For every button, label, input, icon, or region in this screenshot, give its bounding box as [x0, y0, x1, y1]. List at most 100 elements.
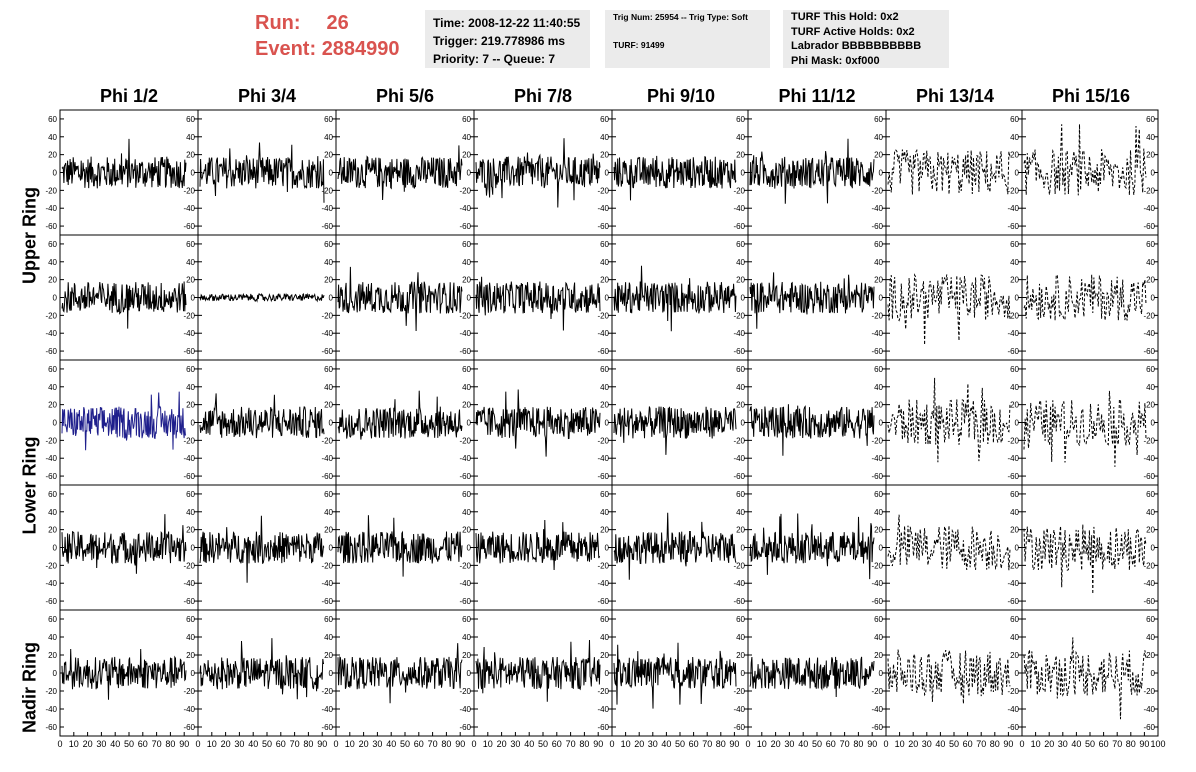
waveform-trace — [61, 648, 187, 700]
y-tick-label: 0 — [53, 169, 58, 178]
y-tick-label: 0 — [879, 419, 884, 428]
waveform-trace — [749, 404, 875, 456]
waveform-trace — [749, 138, 875, 204]
y-tick-label: -40 — [183, 454, 195, 463]
y-tick-label: 20 — [324, 526, 333, 535]
y-tick-label: 60 — [600, 240, 609, 249]
panel-frame — [885, 109, 1023, 236]
x-tick-label: 10 — [207, 739, 217, 749]
y-tick-label: 20 — [874, 151, 883, 160]
x-tick-label: 60 — [552, 739, 562, 749]
y-tick-label: -20 — [597, 186, 609, 195]
y-tick-label: -20 — [45, 186, 57, 195]
y-tick-label: 60 — [462, 490, 471, 499]
waveform-trace — [1023, 390, 1147, 467]
y-tick-label: -40 — [1143, 204, 1155, 213]
x-tick-label: 30 — [922, 739, 932, 749]
y-tick-label: -60 — [733, 723, 745, 732]
x-tick-label: 50 — [675, 739, 685, 749]
y-tick-label: 0 — [53, 669, 58, 678]
y-tick-label: 60 — [736, 115, 745, 124]
y-tick-label: 0 — [1015, 169, 1020, 178]
y-tick-label: 60 — [1010, 115, 1019, 124]
y-tick-label: -20 — [733, 436, 745, 445]
y-tick-label: -60 — [321, 347, 333, 356]
y-tick-label: 40 — [48, 633, 57, 642]
waveform-trace — [337, 266, 463, 332]
y-tick-label: -60 — [321, 723, 333, 732]
y-tick-label: 40 — [186, 258, 195, 267]
y-tick-label: -40 — [733, 204, 745, 213]
y-tick-label: 0 — [605, 294, 610, 303]
y-tick-label: -60 — [1007, 723, 1019, 732]
y-tick-label: 20 — [1146, 526, 1155, 535]
y-tick-label: 20 — [186, 151, 195, 160]
y-tick-label: 40 — [48, 508, 57, 517]
y-tick-label: 0 — [741, 169, 746, 178]
y-tick-label: 40 — [324, 383, 333, 392]
y-tick-label: 40 — [186, 633, 195, 642]
trigger-text: Trigger: 219.778986 ms — [433, 34, 566, 48]
waveform-panel: 60 40 20 0 -20 -40 -60 — [885, 234, 1023, 361]
y-tick-label: 40 — [1010, 383, 1019, 392]
y-tick-label: -20 — [183, 436, 195, 445]
y-tick-label: -40 — [459, 329, 471, 338]
y-tick-label: -60 — [45, 472, 57, 481]
x-tick-label: 10 — [757, 739, 767, 749]
y-tick-label: -60 — [871, 347, 883, 356]
y-tick-label: -40 — [1143, 454, 1155, 463]
y-tick-label: -40 — [183, 329, 195, 338]
y-tick-label: 60 — [600, 490, 609, 499]
y-tick-label: 20 — [462, 401, 471, 410]
waveform-trace — [61, 138, 187, 189]
y-tick-label: -60 — [321, 597, 333, 606]
y-tick-label: 0 — [741, 669, 746, 678]
y-tick-label: -40 — [871, 329, 883, 338]
waveform-panel: 60 60 40 40 20 20 0 0 -20 -20 -40 -40 -60 -60 — [45, 109, 199, 236]
x-tick-label: 70 — [152, 739, 162, 749]
y-tick-label: 20 — [462, 276, 471, 285]
y-tick-label: -20 — [1007, 436, 1019, 445]
y-tick-label: 0 — [191, 169, 196, 178]
y-tick-label: -20 — [459, 561, 471, 570]
x-tick-label: 100 — [1150, 739, 1165, 749]
waveform-panel: 60 40 20 0 -20 -40 -60 — [473, 484, 613, 611]
y-tick-label: -20 — [183, 186, 195, 195]
y-tick-label: 40 — [462, 383, 471, 392]
column-header-phi-7-8: Phi 7/8 — [513, 86, 573, 106]
y-tick-label: 0 — [53, 294, 58, 303]
event-label: Event: — [255, 38, 317, 60]
y-tick-label: 40 — [1146, 508, 1155, 517]
y-tick-label: 0 — [741, 294, 746, 303]
waveform-trace — [61, 281, 187, 329]
waveform-trace — [337, 515, 463, 577]
phi-mask-text: Phi Mask: 0xf000 — [791, 54, 880, 67]
x-tick-label: 40 — [798, 739, 808, 749]
y-tick-label: -60 — [733, 597, 745, 606]
y-tick-label: -20 — [45, 687, 57, 696]
y-tick-label: 0 — [605, 669, 610, 678]
y-tick-label: 20 — [186, 526, 195, 535]
y-tick-label: 60 — [600, 365, 609, 374]
y-tick-label: -40 — [459, 204, 471, 213]
y-tick-label: 60 — [324, 240, 333, 249]
event-value: 2884990 — [321, 38, 400, 60]
waveform-trace — [337, 390, 463, 440]
y-tick-label: 0 — [191, 669, 196, 678]
x-tick-label: 60 — [414, 739, 424, 749]
y-tick-label: 20 — [1010, 276, 1019, 285]
y-tick-label: -20 — [1007, 561, 1019, 570]
column-header-phi-9-10: Phi 9/10 — [646, 86, 716, 106]
waveform-panel: 60 40 20 0 -20 -40 -60 — [885, 609, 1023, 737]
waveform-trace — [475, 519, 601, 571]
y-tick-label: 60 — [186, 115, 195, 124]
y-tick-label: -60 — [733, 347, 745, 356]
y-tick-label: 20 — [736, 276, 745, 285]
panel-frame — [1021, 234, 1159, 361]
y-tick-label: -60 — [871, 472, 883, 481]
waveform-panel: 60 40 20 0 -20 -40 -60 — [335, 109, 475, 236]
column-header-phi-11-12: Phi 11/12 — [778, 86, 856, 106]
x-tick-label: 30 — [234, 739, 244, 749]
y-tick-label: 40 — [1010, 258, 1019, 267]
y-tick-label: 0 — [879, 294, 884, 303]
